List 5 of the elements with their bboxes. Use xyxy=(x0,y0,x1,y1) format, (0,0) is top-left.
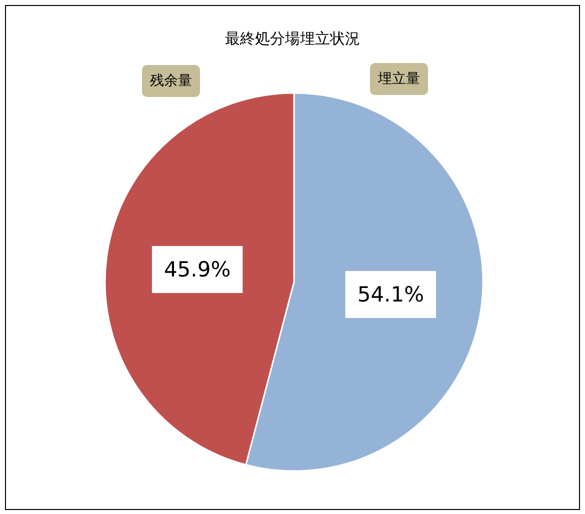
slice-label: 残余量 xyxy=(150,73,192,89)
slice-label: 埋立量 xyxy=(377,71,420,87)
chart-title: 最終処分場埋立状況 xyxy=(225,30,360,48)
data-label: 45.9% xyxy=(164,257,231,282)
data-label: 54.1% xyxy=(357,282,424,307)
